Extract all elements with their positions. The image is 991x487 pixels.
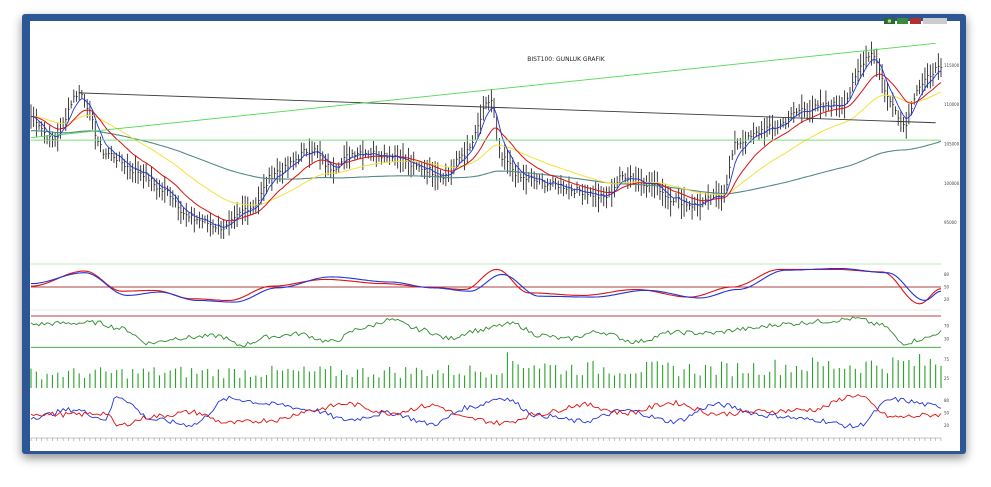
osc1-series-line: [31, 267, 942, 303]
toolbar-green-button[interactable]: [897, 18, 908, 24]
main-ytick-label: 105000: [944, 142, 960, 147]
main-ytick-label: 100000: [944, 181, 960, 186]
chart-area: [30, 21, 960, 451]
moving-average-long: [31, 130, 942, 195]
date-axis: [30, 437, 942, 441]
toolbar-settings-button[interactable]: [923, 18, 947, 24]
dmi-series-line: [30, 395, 942, 429]
osc2-ytick-label: 30: [944, 337, 950, 342]
moving-average-slow: [30, 91, 942, 206]
trend-line: [30, 42, 936, 139]
toolbar-red-button[interactable]: [910, 18, 921, 24]
trend-line: [79, 92, 936, 124]
volume-ytick-label: 75: [944, 357, 950, 362]
main-ytick-label: 115000: [944, 63, 960, 68]
chart-toolbar: ▦: [884, 18, 947, 25]
moving-average-mid: [30, 73, 942, 222]
dmi-ytick-label: 20: [944, 423, 950, 428]
osc1-ytick-label: 50: [944, 285, 950, 290]
osc2-ytick-label: 70: [944, 323, 950, 328]
volume-bars: [30, 352, 942, 388]
dmi-ytick-label: 50: [944, 411, 950, 416]
main-ytick-label: 110000: [944, 102, 960, 107]
main-ytick-label: 95000: [944, 220, 957, 225]
moving-average-fast: [30, 58, 942, 228]
osc1-ytick-label: 80: [944, 272, 950, 277]
volume-ytick-label: 25: [944, 376, 950, 381]
osc2-series-line: [30, 316, 942, 347]
grid-icon: ▦: [887, 18, 892, 23]
dmi-series-line: [30, 394, 942, 427]
dmi-ytick-label: 80: [944, 398, 950, 403]
osc1-ytick-label: 20: [944, 297, 950, 302]
toolbar-grid-button[interactable]: ▦: [884, 18, 895, 24]
osc1-series-line: [30, 268, 942, 305]
chart-title: BIST100: GUNLUK GRAFIK: [527, 56, 605, 63]
